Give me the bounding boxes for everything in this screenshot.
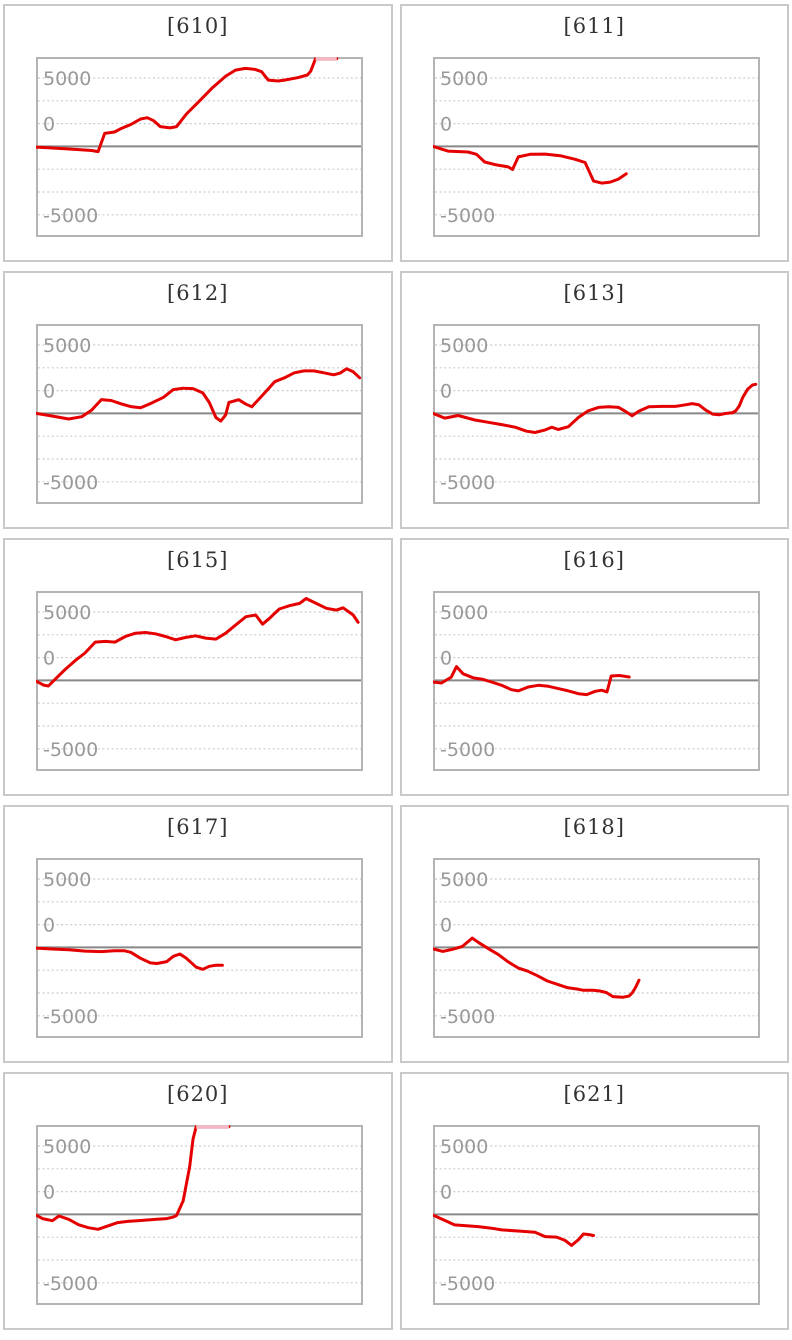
line-chart-plot: 5000 0 -5000 [36,324,363,504]
data-line [432,144,628,185]
y-tick-label: -5000 [440,739,495,761]
data-line [36,1125,231,1231]
y-tick-label: 5000 [440,602,488,624]
y-tick-label: -5000 [440,1006,495,1028]
y-tick-label: -5000 [43,1273,98,1295]
line-chart-svg: 5000 0 -5000 [36,57,363,237]
data-line [36,367,362,423]
machine-chart-card: [612] 5000 0 -5000 [3,271,393,529]
line-chart-svg: 5000 0 -5000 [432,591,760,771]
data-line [432,936,640,999]
machine-chart-card: [616] 5000 0 -5000 [399,538,789,796]
line-chart-plot: 5000 0 -5000 [36,858,363,1038]
machine-chart-card: [611] 5000 0 -5000 [399,4,789,262]
machine-chart-card: [618] 5000 0 -5000 [399,805,789,1063]
y-tick-label: 5000 [440,68,488,90]
line-chart-plot: 5000 0 -5000 [432,57,760,237]
line-chart-plot: 5000 0 -5000 [432,591,760,771]
line-chart-svg: 5000 0 -5000 [36,591,363,771]
y-tick-label: 0 [43,114,55,136]
y-tick-label: 0 [440,648,452,670]
line-chart-svg: 5000 0 -5000 [432,324,760,504]
line-chart-plot: 5000 0 -5000 [432,324,760,504]
machine-chart-card: [613] 5000 0 -5000 [399,271,789,529]
y-tick-label: 0 [43,648,55,670]
machine-chart-card: [610] 5000 0 -5000 [3,4,393,262]
machine-chart-card: [620] 5000 0 -5000 [3,1072,393,1330]
y-tick-label: 5000 [43,869,91,891]
chart-title: [611] [563,14,625,38]
y-tick-label: 5000 [440,869,488,891]
y-tick-label: 0 [43,381,55,403]
y-tick-label: -5000 [440,1273,495,1295]
y-tick-label: -5000 [43,472,98,494]
y-tick-label: 0 [440,915,452,937]
chart-title: [612] [167,281,229,305]
chart-title: [617] [167,815,229,839]
line-chart-svg: 5000 0 -5000 [432,858,760,1038]
y-tick-label: 5000 [43,602,91,624]
data-line [36,946,224,971]
y-tick-label: 0 [43,1182,55,1204]
chart-title: [620] [167,1082,229,1106]
chart-title: [615] [167,548,229,572]
line-chart-svg: 5000 0 -5000 [36,324,363,504]
chart-title: [610] [167,14,229,38]
chart-title: [618] [563,815,625,839]
y-tick-label: 0 [440,114,452,136]
chart-title: [621] [563,1082,625,1106]
y-tick-label: 0 [440,381,452,403]
y-tick-label: 5000 [43,68,91,90]
line-chart-plot: 5000 0 -5000 [36,591,363,771]
line-chart-svg: 5000 0 -5000 [432,57,760,237]
y-tick-label: 5000 [43,1136,91,1158]
machine-chart-card: [617] 5000 0 -5000 [3,805,393,1063]
y-tick-label: 5000 [43,335,91,357]
y-tick-label: 0 [43,915,55,937]
line-chart-plot: 5000 0 -5000 [432,1125,760,1305]
data-line [432,1213,595,1247]
data-line [432,665,631,697]
y-tick-label: -5000 [43,205,98,227]
y-tick-label: 5000 [440,1136,488,1158]
y-tick-label: -5000 [43,1006,98,1028]
machine-chart-card: [621] 5000 0 -5000 [399,1072,789,1330]
y-tick-label: -5000 [440,205,495,227]
y-tick-label: -5000 [440,472,495,494]
y-tick-label: 5000 [440,335,488,357]
line-chart-plot: 5000 0 -5000 [36,1125,363,1305]
machine-chart-card: [615] 5000 0 -5000 [3,538,393,796]
line-chart-plot: 5000 0 -5000 [36,57,363,237]
data-line [36,57,339,154]
data-line [36,597,360,688]
y-tick-label: -5000 [43,739,98,761]
line-chart-svg: 5000 0 -5000 [36,1125,363,1305]
line-chart-svg: 5000 0 -5000 [36,858,363,1038]
line-chart-svg: 5000 0 -5000 [432,1125,760,1305]
line-chart-plot: 5000 0 -5000 [432,858,760,1038]
chart-title: [613] [563,281,625,305]
data-line [432,382,757,434]
chart-title: [616] [563,548,625,572]
y-tick-label: 0 [440,1182,452,1204]
